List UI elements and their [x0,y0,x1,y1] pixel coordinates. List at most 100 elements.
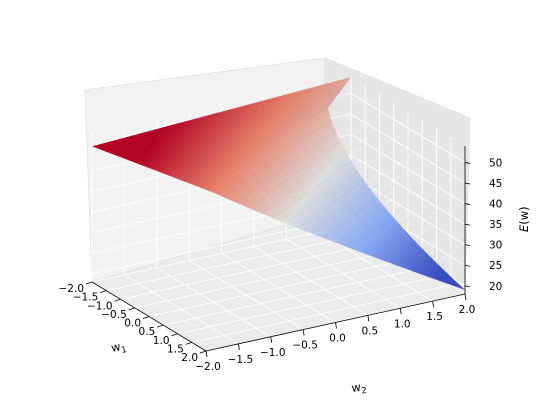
y-axis-label: w2 [350,379,367,398]
side-grid-line [350,134,466,204]
x-tick-label: −1.0 [87,300,113,312]
y-tick-mark [335,322,337,329]
y-tick-mark [367,315,370,322]
x-tick-mark [128,307,135,311]
x-tick-mark [199,350,207,354]
mesh-line [199,104,331,188]
y-tick-mark [205,350,208,358]
x-tick-label: −1.5 [73,292,99,304]
y-tick-mark [432,301,435,308]
mesh-line [181,99,334,181]
floor-grid-line [221,253,336,323]
z-tick-label: 45 [489,178,502,190]
x-tick-mark [142,316,150,319]
y-tick-mark [399,308,402,315]
y-tick-label: −2.0 [195,361,221,373]
mesh-line [287,162,370,222]
mesh-line [193,103,332,186]
mesh-line [157,93,339,172]
y-tick-label: −0.5 [292,340,318,352]
mesh-line [133,87,344,163]
mesh-line [139,89,342,165]
z-tick-label: 25 [489,260,502,272]
mesh-line [187,101,333,184]
y-tick-label: 2.0 [459,304,476,316]
mesh-line [205,106,330,190]
y-tick-label: −1.5 [228,354,254,366]
z-tick-label: 20 [489,281,502,293]
y-tick-label: 1.0 [394,318,411,330]
x-tick-mark [171,333,178,337]
x-tick-mark [185,341,192,345]
side-grid-line [350,154,466,225]
surface-mesh [92,77,465,290]
side-grid-line [350,113,466,184]
mesh-line [426,262,445,276]
x-tick-label: −2.0 [59,283,85,295]
mesh-line [115,82,347,156]
mesh-line [300,171,377,227]
z-tick-mark [464,162,471,164]
y-tick-label: −1.0 [260,347,286,359]
side-grid-line [350,93,466,163]
mesh-line [262,144,356,212]
mesh-line [97,78,350,149]
mesh-line [350,207,404,247]
y-tick-mark [464,293,467,301]
mesh-line [275,153,363,217]
floor-grid-line [253,245,369,316]
mesh-line [401,244,431,266]
mesh-line [169,96,337,177]
floor-grid-line [124,274,239,345]
z-tick-label: 30 [489,240,502,252]
x-tick-label: −0.5 [101,309,127,321]
y-tick-mark [270,336,273,343]
mesh-line [237,125,342,203]
mesh-line [363,216,411,251]
z-tick-mark [464,285,471,288]
x-tick-label: 2.0 [181,352,198,364]
x-axis-label: w1 [110,338,128,358]
z-tick-mark [464,244,471,247]
x-tick-mark [100,290,107,294]
mesh-line [151,92,340,170]
x-tick-mark [85,281,93,285]
x-tick-mark [114,298,121,302]
mesh-line [452,280,459,286]
z-tick-mark [464,203,471,205]
z-tick-mark [464,264,471,267]
mesh-line [103,79,349,152]
mesh-line [163,95,338,175]
mesh-line [121,84,346,159]
mesh-line [249,135,349,207]
z-axis-label: E(w) [517,206,531,232]
mesh-line [224,116,336,198]
mesh-line [439,271,452,281]
z-tick-mark [464,223,471,226]
y-tick-label: 1.5 [426,311,443,323]
x-tick-label: 1.0 [153,335,170,347]
mesh-line [145,90,341,168]
side-grid-line [350,175,466,246]
x-tick-label: 0.0 [124,318,141,330]
axes-group: −2.0−1.5−1.0−0.50.00.51.01.52.0−2.0−1.5−… [59,146,502,373]
x-tick-label: 1.5 [167,343,184,355]
floor-grid-line [156,267,272,338]
z-tick-label: 50 [489,157,502,169]
floor-grid-line [285,238,401,309]
z-tick-mark [464,182,471,185]
mesh-line [414,253,438,271]
mesh-line [175,98,336,179]
z-tick-label: 35 [489,219,502,231]
y-tick-label: 0.0 [329,333,346,345]
x-tick-label: 0.5 [139,326,156,338]
mesh-line [109,81,348,154]
mesh-line [388,235,425,261]
x-tick-mark [157,324,164,328]
y-tick-label: 0.5 [362,325,379,337]
mesh-line [127,86,345,161]
y-tick-mark [302,329,305,336]
mesh-line [325,189,390,237]
mesh-line [313,180,383,232]
